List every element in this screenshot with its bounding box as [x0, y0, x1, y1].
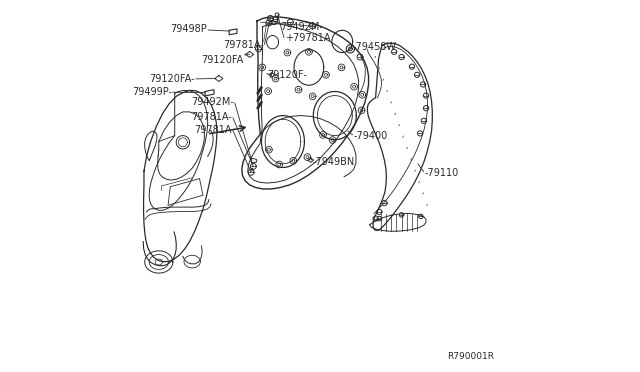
Text: 79492M-: 79492M-	[191, 97, 234, 107]
Text: 79498P: 79498P	[170, 24, 207, 34]
Text: -79458W: -79458W	[353, 42, 397, 52]
Text: -79400: -79400	[353, 131, 388, 141]
Text: 79781A-: 79781A-	[223, 40, 264, 50]
Text: R790001R: R790001R	[447, 352, 494, 361]
Text: 79120FA-: 79120FA-	[149, 74, 195, 84]
Text: 79120FA: 79120FA	[201, 55, 243, 65]
Text: 79492M-: 79492M-	[280, 22, 323, 32]
Text: +79781A: +79781A	[285, 33, 330, 43]
Text: 79781A-: 79781A-	[191, 112, 232, 122]
Text: 79120F-: 79120F-	[268, 70, 307, 80]
Text: 79781A: 79781A	[195, 125, 232, 135]
Text: 79499P-: 79499P-	[132, 87, 172, 97]
Text: -79110: -79110	[424, 169, 459, 179]
Text: -7949BN: -7949BN	[312, 157, 355, 167]
